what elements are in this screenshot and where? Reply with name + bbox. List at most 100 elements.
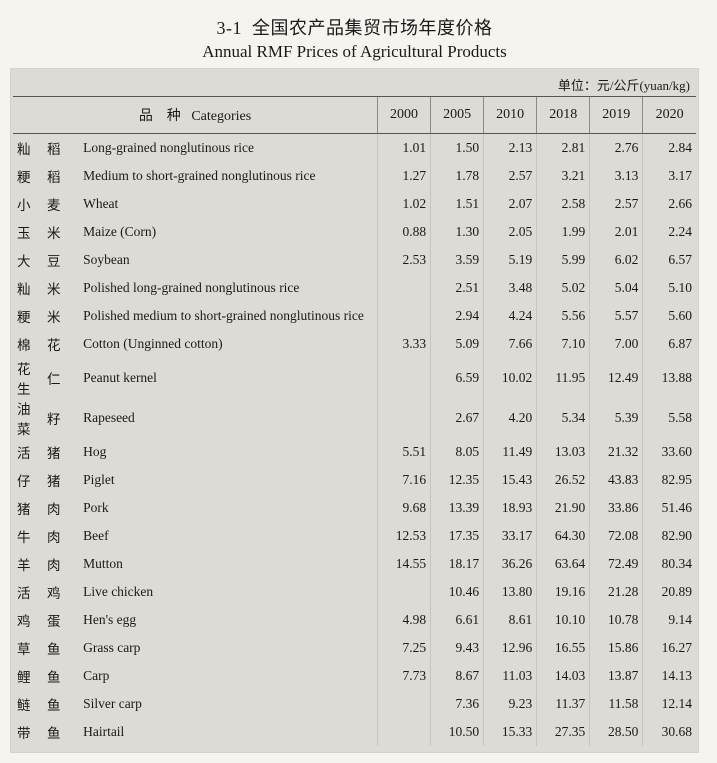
cell-value: 17.35 <box>431 522 484 550</box>
table-row: 籼米Polished long-grained nonglutinous ric… <box>13 274 696 302</box>
row-cn2: 蛋 <box>43 606 79 634</box>
cell-value <box>378 358 431 398</box>
row-en: Pork <box>79 494 377 522</box>
cell-value: 33.86 <box>590 494 643 522</box>
table-row: 鸡蛋Hen's egg4.986.618.6110.1010.789.14 <box>13 606 696 634</box>
header-year-5: 2020 <box>643 97 696 134</box>
cell-value: 15.43 <box>484 466 537 494</box>
row-cn2: 肉 <box>43 522 79 550</box>
cell-value: 9.14 <box>643 606 696 634</box>
cell-value: 16.27 <box>643 634 696 662</box>
cell-value: 7.36 <box>431 690 484 718</box>
row-en: Carp <box>79 662 377 690</box>
header-year-3: 2018 <box>537 97 590 134</box>
cell-value: 82.95 <box>643 466 696 494</box>
cell-value: 4.98 <box>378 606 431 634</box>
table-row: 猪肉Pork9.6813.3918.9321.9033.8651.46 <box>13 494 696 522</box>
row-cn1: 籼 <box>13 274 43 302</box>
row-en: Hairtail <box>79 718 377 746</box>
row-en: Wheat <box>79 190 377 218</box>
cell-value: 2.13 <box>484 134 537 163</box>
row-cn1: 仔 <box>13 466 43 494</box>
table-row: 油 菜籽Rapeseed2.674.205.345.395.58 <box>13 398 696 438</box>
cell-value: 3.48 <box>484 274 537 302</box>
row-cn2: 鱼 <box>43 690 79 718</box>
row-cn2: 花 <box>43 330 79 358</box>
cell-value: 7.16 <box>378 466 431 494</box>
cell-value: 9.68 <box>378 494 431 522</box>
row-cn1: 花 生 <box>13 358 43 398</box>
row-en: Silver carp <box>79 690 377 718</box>
row-en: Polished long-grained nonglutinous rice <box>79 274 377 302</box>
cell-value: 5.04 <box>590 274 643 302</box>
row-cn1: 大 <box>13 246 43 274</box>
row-en: Soybean <box>79 246 377 274</box>
cell-value: 14.03 <box>537 662 590 690</box>
row-cn2: 鱼 <box>43 662 79 690</box>
row-en: Long-grained nonglutinous rice <box>79 134 377 163</box>
cell-value: 12.96 <box>484 634 537 662</box>
row-en: Mutton <box>79 550 377 578</box>
table-row: 草鱼Grass carp7.259.4312.9616.5515.8616.27 <box>13 634 696 662</box>
row-cn2: 米 <box>43 302 79 330</box>
cell-value: 20.89 <box>643 578 696 606</box>
row-cn1: 羊 <box>13 550 43 578</box>
row-en: Grass carp <box>79 634 377 662</box>
row-cn1: 小 <box>13 190 43 218</box>
cell-value: 64.30 <box>537 522 590 550</box>
row-cn2: 豆 <box>43 246 79 274</box>
table-row: 粳稻Medium to short-grained nonglutinous r… <box>13 162 696 190</box>
cell-value: 2.57 <box>590 190 643 218</box>
row-cn2: 鸡 <box>43 578 79 606</box>
cell-value: 2.24 <box>643 218 696 246</box>
table-row: 鲢鱼Silver carp7.369.2311.3711.5812.14 <box>13 690 696 718</box>
cell-value: 2.57 <box>484 162 537 190</box>
row-cn2: 稻 <box>43 162 79 190</box>
cell-value: 12.49 <box>590 358 643 398</box>
cell-value: 5.19 <box>484 246 537 274</box>
header-categories-cn: 品 种 <box>139 109 181 124</box>
cell-value: 3.33 <box>378 330 431 358</box>
row-cn2: 仁 <box>43 358 79 398</box>
row-en: Hog <box>79 438 377 466</box>
row-cn1: 牛 <box>13 522 43 550</box>
row-cn1: 草 <box>13 634 43 662</box>
cell-value: 5.10 <box>643 274 696 302</box>
cell-value: 26.52 <box>537 466 590 494</box>
row-cn1: 活 <box>13 578 43 606</box>
row-en: Piglet <box>79 466 377 494</box>
cell-value: 51.46 <box>643 494 696 522</box>
cell-value: 5.99 <box>537 246 590 274</box>
header-year-2: 2010 <box>484 97 537 134</box>
cell-value: 80.34 <box>643 550 696 578</box>
cell-value: 10.02 <box>484 358 537 398</box>
cell-value: 5.34 <box>537 398 590 438</box>
row-cn1: 玉 <box>13 218 43 246</box>
cell-value: 9.23 <box>484 690 537 718</box>
cell-value: 3.13 <box>590 162 643 190</box>
cell-value: 63.64 <box>537 550 590 578</box>
cell-value: 2.81 <box>537 134 590 163</box>
cell-value: 14.55 <box>378 550 431 578</box>
cell-value <box>378 718 431 746</box>
cell-value: 30.68 <box>643 718 696 746</box>
cell-value: 7.10 <box>537 330 590 358</box>
header-year-0: 2000 <box>378 97 431 134</box>
cell-value: 4.20 <box>484 398 537 438</box>
row-en: Maize (Corn) <box>79 218 377 246</box>
title-cn: 3-1 全国农产品集贸市场年度价格 <box>10 14 699 40</box>
header-categories-en: Categories <box>191 109 251 124</box>
table-row: 小麦Wheat1.021.512.072.582.572.66 <box>13 190 696 218</box>
row-en: Rapeseed <box>79 398 377 438</box>
cell-value: 8.67 <box>431 662 484 690</box>
cell-value: 6.61 <box>431 606 484 634</box>
cell-value: 2.01 <box>590 218 643 246</box>
cell-value: 13.87 <box>590 662 643 690</box>
cell-value <box>378 578 431 606</box>
cell-value: 3.59 <box>431 246 484 274</box>
cell-value: 1.50 <box>431 134 484 163</box>
cell-value: 6.57 <box>643 246 696 274</box>
cell-value: 5.56 <box>537 302 590 330</box>
table-row: 仔猪Piglet7.1612.3515.4326.5243.8382.95 <box>13 466 696 494</box>
cell-value: 1.27 <box>378 162 431 190</box>
